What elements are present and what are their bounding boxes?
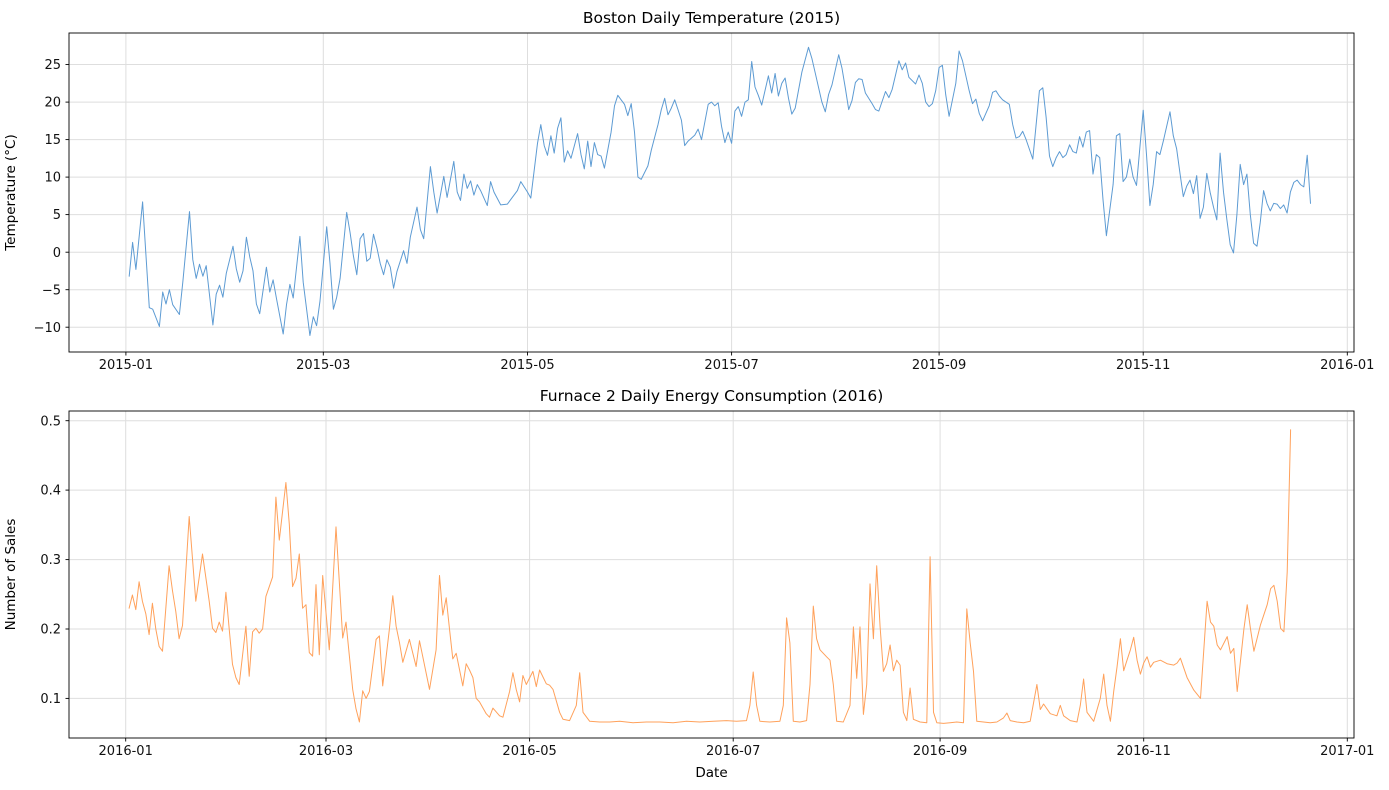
energy-y-axis-label: Number of Sales — [3, 519, 19, 631]
energy-title: Furnace 2 Daily Energy Consumption (2016… — [540, 387, 884, 405]
svg-text:0.3: 0.3 — [40, 553, 61, 568]
svg-text:2016-09: 2016-09 — [913, 744, 967, 759]
svg-text:0.5: 0.5 — [40, 414, 61, 429]
svg-text:15: 15 — [44, 133, 61, 148]
svg-text:2015-07: 2015-07 — [704, 358, 758, 373]
energy-line — [128, 429, 1292, 724]
svg-text:2015-11: 2015-11 — [1116, 358, 1170, 373]
date-x-axis-label: Date — [695, 765, 727, 781]
svg-text:−10: −10 — [34, 321, 61, 336]
svg-text:2016-07: 2016-07 — [706, 744, 760, 759]
svg-text:0.4: 0.4 — [40, 484, 61, 499]
svg-text:2016-11: 2016-11 — [1117, 744, 1171, 759]
svg-text:25: 25 — [44, 58, 61, 73]
svg-text:10: 10 — [44, 171, 61, 186]
temperature-chart: 2015-01 2015-03 2015-05 2015-07 2015-09 2015-… — [3, 9, 1374, 373]
svg-text:0.1: 0.1 — [40, 692, 61, 707]
svg-text:−5: −5 — [42, 283, 61, 298]
svg-text:20: 20 — [44, 96, 61, 111]
temperature-title: Boston Daily Temperature (2015) — [583, 9, 840, 27]
energy-ticks: 2016-01 2016-03 2016-05 2016-07 2016-09 2016-… — [40, 414, 1374, 759]
temperature-axes-frame — [68, 32, 1355, 353]
svg-text:2015-05: 2015-05 — [500, 358, 554, 373]
svg-text:2016-01: 2016-01 — [99, 744, 153, 759]
energy-chart: 2016-01 2016-03 2016-05 2016-07 2016-09 2016-… — [3, 387, 1374, 781]
svg-text:2016-01: 2016-01 — [1320, 358, 1374, 373]
energy-axes-frame — [68, 410, 1355, 739]
temperature-line — [128, 46, 1311, 336]
energy-grid — [69, 411, 1354, 738]
svg-text:0.2: 0.2 — [40, 623, 61, 638]
svg-text:0: 0 — [53, 246, 61, 261]
svg-text:2015-01: 2015-01 — [99, 358, 153, 373]
svg-text:2016-03: 2016-03 — [299, 744, 353, 759]
svg-text:2015-09: 2015-09 — [912, 358, 966, 373]
svg-text:2017-01: 2017-01 — [1320, 744, 1374, 759]
temperature-ticks: 2015-01 2015-03 2015-05 2015-07 2015-09 2015-… — [34, 58, 1375, 373]
svg-text:2016-05: 2016-05 — [502, 744, 556, 759]
temperature-y-axis-label: Temperature (°C) — [3, 134, 19, 252]
svg-text:5: 5 — [53, 208, 61, 223]
svg-text:2015-03: 2015-03 — [296, 358, 350, 373]
temperature-grid — [69, 33, 1354, 352]
